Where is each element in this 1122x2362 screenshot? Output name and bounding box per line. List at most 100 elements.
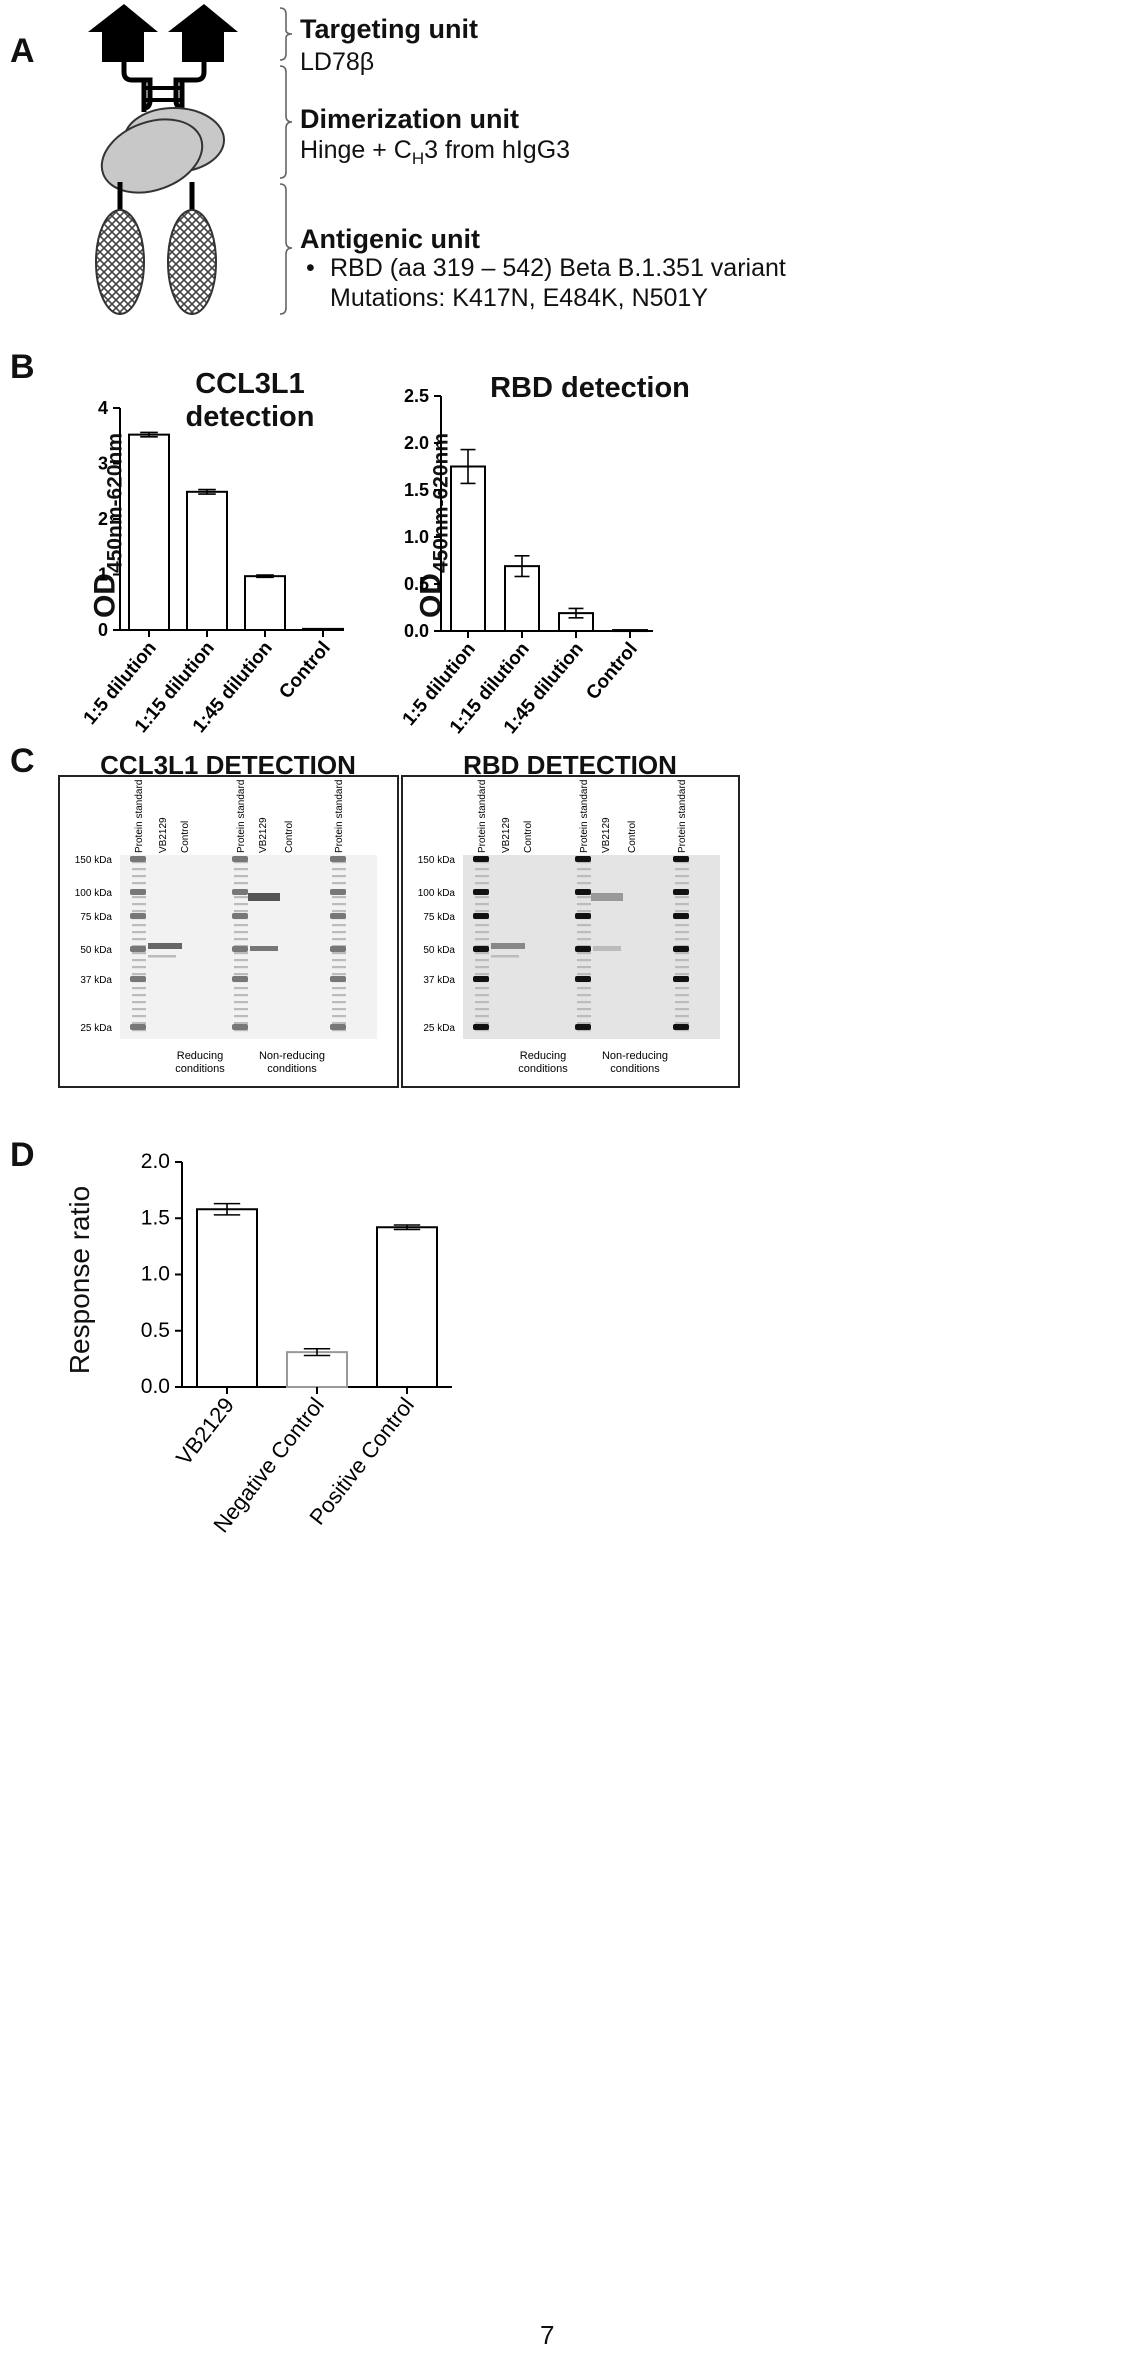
lane-label: Control [180, 821, 191, 853]
ladder-faint [132, 1022, 146, 1025]
ladder-faint [332, 910, 346, 913]
ladder-faint [675, 1022, 689, 1025]
ladder-faint [332, 1008, 346, 1011]
ladder-faint [675, 924, 689, 927]
brace-targeting [279, 7, 293, 61]
ladder-faint [234, 875, 248, 878]
ladder-faint [332, 861, 346, 864]
bar-3 [612, 629, 648, 633]
ladder-faint [475, 903, 489, 906]
ladder-band [473, 1024, 489, 1030]
ladder-faint [132, 952, 146, 955]
ladder-faint [332, 896, 346, 899]
condition-label: Non-reducing [602, 1050, 668, 1062]
ladder-faint [577, 861, 591, 864]
y-tick-label: 0.5 [141, 1319, 170, 1342]
ladder-faint [577, 896, 591, 899]
marker-label: 150 kDa [75, 855, 113, 866]
marker-label: 100 kDa [75, 888, 113, 899]
condition-label: Non-reducing [259, 1050, 325, 1062]
ladder-faint [132, 1015, 146, 1018]
ladder-faint [577, 931, 591, 934]
ladder-faint [132, 959, 146, 962]
ladder-faint [577, 938, 591, 941]
ladder-band [330, 856, 346, 862]
ladder-faint [132, 1008, 146, 1011]
bar-2 [244, 575, 286, 631]
ladder-faint [132, 910, 146, 913]
ladder-band [232, 856, 248, 862]
panel-c-letter: C [10, 742, 35, 780]
blot-right-frame [401, 775, 740, 1088]
ladder-faint [132, 931, 146, 934]
ladder-faint [234, 987, 248, 990]
ladder-faint [675, 1008, 689, 1011]
brace-antigenic [279, 183, 293, 315]
ladder-faint [577, 903, 591, 906]
panel-d-letter: D [10, 1136, 35, 1174]
ladder-faint [234, 1022, 248, 1025]
ladder-faint [475, 924, 489, 927]
ladder-faint [332, 868, 346, 871]
bar-1 [186, 490, 228, 632]
y-tick-label: 3 [98, 454, 108, 474]
bar-0 [128, 433, 170, 631]
ladder-faint [577, 1022, 591, 1025]
antigenic-line1: RBD (aa 319 – 542) Beta B.1.351 variant [330, 254, 786, 282]
ladder-band [575, 856, 591, 862]
ladder-faint [577, 987, 591, 990]
antigenic-domain-left [95, 209, 145, 315]
ladder-band [473, 889, 489, 895]
ladder-faint [234, 910, 248, 913]
page-number: 7 [540, 2320, 555, 2350]
ladder-faint [675, 882, 689, 885]
ladder-faint [577, 924, 591, 927]
condition-label: conditions [175, 1063, 225, 1075]
antigenic-bullet: • [306, 254, 315, 282]
antigenic-domain-right [167, 209, 217, 315]
y-tick-label: 0.5 [404, 574, 429, 594]
ladder-faint [132, 882, 146, 885]
x-tick-label: Control [582, 639, 642, 704]
marker-label: 75 kDa [80, 912, 112, 923]
ladder-faint [132, 1001, 146, 1004]
y-tick-label: 0.0 [141, 1375, 170, 1398]
ladder-faint [675, 1001, 689, 1004]
ladder-faint [234, 882, 248, 885]
ladder-faint [132, 861, 146, 864]
ladder-faint [332, 903, 346, 906]
bar-3 [302, 627, 344, 631]
blot-right-gel: Protein standard VB2129 Control Protein sta… [418, 780, 720, 1075]
lane-label: VB2129 [601, 817, 612, 853]
ladder-faint [475, 959, 489, 962]
ladder-faint [332, 931, 346, 934]
ladder-faint [475, 882, 489, 885]
blot-left-frame [58, 775, 399, 1088]
ladder-faint [475, 1008, 489, 1011]
marker-label: 100 kDa [418, 888, 456, 899]
ladder-band [130, 913, 146, 919]
bar-0 [196, 1208, 258, 1388]
ladder-band [130, 856, 146, 862]
ladder-faint [675, 896, 689, 899]
ladder-band [575, 1024, 591, 1030]
lane-label: Control [523, 821, 534, 853]
ladder-faint [577, 1015, 591, 1018]
ladder-band [473, 976, 489, 982]
lane-label: VB2129 [258, 817, 269, 853]
y-tick-label: 2.5 [404, 386, 429, 406]
panel-a-letter: A [10, 32, 35, 70]
ladder-faint [234, 938, 248, 941]
vb2129-nonreducing-band-100 [248, 893, 280, 901]
dimerization-domain-front [100, 118, 204, 194]
ladder-faint [577, 1008, 591, 1011]
ladder-faint [577, 973, 591, 976]
ladder-faint [234, 868, 248, 871]
marker-label: 37 kDa [423, 975, 455, 986]
ladder-faint [234, 1008, 248, 1011]
ladder-faint [475, 910, 489, 913]
ladder-faint [234, 903, 248, 906]
ladder-faint [577, 966, 591, 969]
condition-label: Reducing [177, 1050, 223, 1062]
